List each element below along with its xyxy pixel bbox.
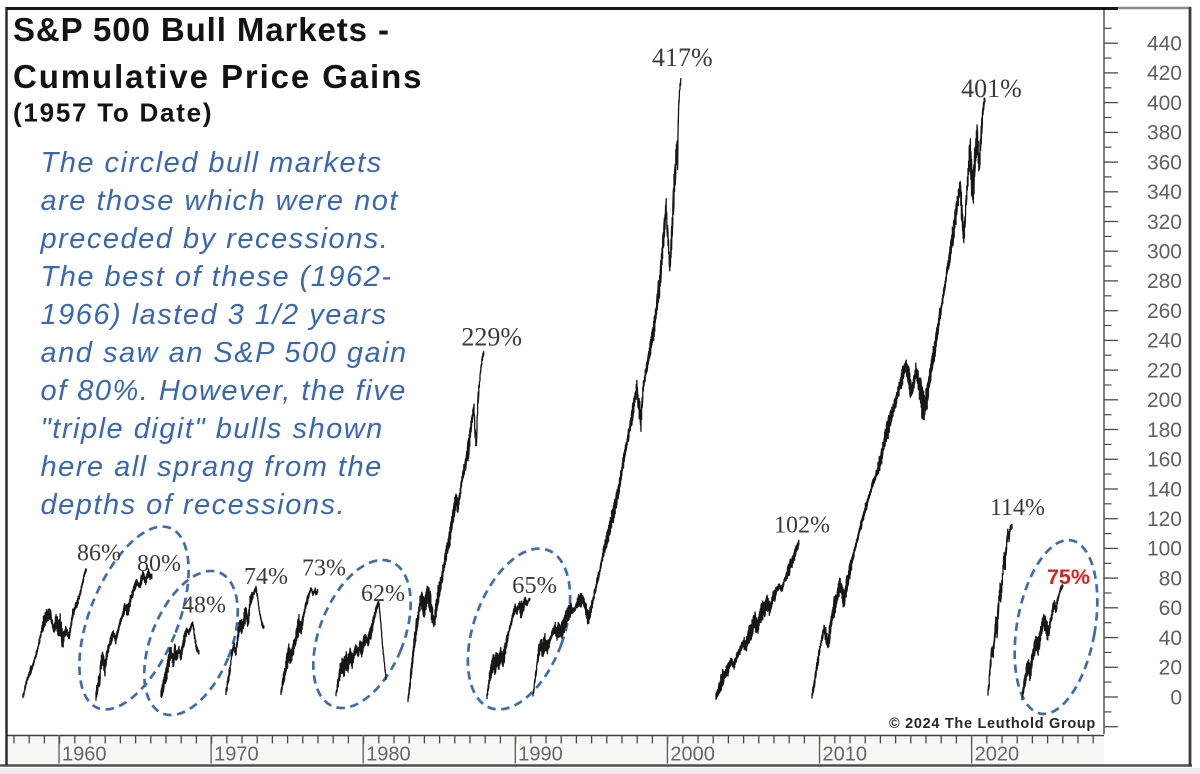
svg-text:80: 80 — [1159, 567, 1182, 590]
svg-text:1990: 1990 — [518, 744, 563, 766]
svg-text:60: 60 — [1159, 597, 1182, 620]
svg-text:140: 140 — [1147, 478, 1182, 501]
svg-text:2000: 2000 — [670, 744, 715, 766]
svg-text:420: 420 — [1147, 62, 1182, 85]
svg-text:100: 100 — [1147, 538, 1182, 561]
svg-text:S&P 500 Bull Markets -: S&P 500 Bull Markets - — [13, 11, 390, 48]
svg-text:280: 280 — [1147, 270, 1182, 293]
svg-text:2010: 2010 — [823, 744, 868, 766]
svg-text:102%: 102% — [774, 513, 830, 539]
svg-text:(1957 To Date): (1957 To Date) — [13, 98, 213, 128]
svg-text:229%: 229% — [461, 323, 522, 352]
svg-text:360: 360 — [1147, 151, 1182, 174]
svg-text:48%: 48% — [182, 593, 226, 619]
svg-text:1970: 1970 — [214, 744, 259, 766]
svg-text:depths of recessions.: depths of recessions. — [41, 489, 347, 521]
svg-text:114%: 114% — [990, 495, 1045, 521]
svg-text:401%: 401% — [961, 74, 1022, 103]
svg-text:340: 340 — [1147, 181, 1182, 204]
svg-text:0: 0 — [1170, 686, 1182, 709]
svg-text:74%: 74% — [244, 564, 288, 590]
svg-text:1980: 1980 — [366, 744, 411, 766]
svg-text:120: 120 — [1147, 508, 1182, 531]
svg-text:320: 320 — [1147, 211, 1182, 234]
svg-text:62%: 62% — [361, 581, 405, 607]
svg-text:20: 20 — [1159, 657, 1182, 680]
svg-text:300: 300 — [1147, 241, 1182, 264]
svg-text:40: 40 — [1159, 627, 1182, 650]
svg-text:400: 400 — [1147, 92, 1182, 115]
svg-text:© 2024 The Leuthold Group: © 2024 The Leuthold Group — [889, 716, 1096, 732]
svg-text:200: 200 — [1147, 389, 1182, 412]
svg-text:80%: 80% — [137, 551, 181, 577]
svg-text:The best of these (1962-: The best of these (1962- — [41, 261, 393, 293]
svg-text:440: 440 — [1147, 33, 1182, 56]
svg-text:The circled bull markets: The circled bull markets — [41, 147, 383, 179]
svg-text:2020: 2020 — [975, 744, 1020, 766]
svg-text:240: 240 — [1147, 330, 1182, 353]
svg-text:180: 180 — [1147, 419, 1182, 442]
svg-text:1966) lasted 3 1/2 years: 1966) lasted 3 1/2 years — [41, 299, 388, 331]
svg-text:here all sprang from the: here all sprang from the — [41, 451, 383, 483]
svg-text:1960: 1960 — [62, 744, 107, 766]
svg-text:Cumulative Price Gains: Cumulative Price Gains — [13, 58, 423, 95]
svg-text:380: 380 — [1147, 122, 1182, 145]
svg-text:260: 260 — [1147, 300, 1182, 323]
svg-text:of 80%. However, the five: of 80%. However, the five — [41, 375, 407, 407]
svg-text:220: 220 — [1147, 359, 1182, 382]
svg-text:73%: 73% — [302, 556, 346, 582]
svg-text:75%: 75% — [1047, 565, 1090, 589]
svg-text:417%: 417% — [652, 43, 713, 72]
svg-text:86%: 86% — [77, 541, 121, 567]
svg-text:preceded by recessions.: preceded by recessions. — [40, 223, 390, 255]
svg-text:65%: 65% — [512, 572, 557, 599]
svg-text:160: 160 — [1147, 449, 1182, 472]
svg-text:"triple digit" bulls shown: "triple digit" bulls shown — [41, 413, 384, 445]
svg-text:and saw an S&P 500 gain: and saw an S&P 500 gain — [41, 337, 408, 369]
svg-text:are those which were not: are those which were not — [41, 185, 400, 217]
